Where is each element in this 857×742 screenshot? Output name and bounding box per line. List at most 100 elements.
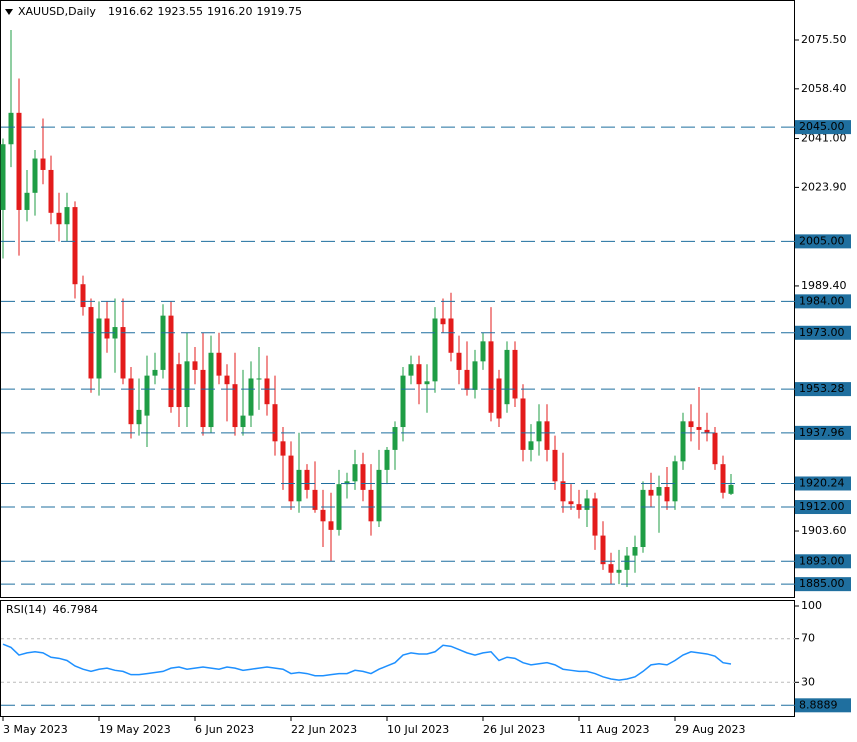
price-level-label: 1920.24 <box>799 476 845 489</box>
price-level-tag <box>795 554 851 569</box>
candle-body <box>640 489 646 548</box>
candle-body <box>448 318 454 353</box>
candle-body <box>512 349 518 399</box>
y-tick-label: 1903.60 <box>801 524 847 537</box>
candle-body <box>728 484 734 494</box>
candle-body <box>400 375 406 428</box>
candle-body <box>152 369 158 376</box>
candle-body <box>464 369 470 390</box>
candle-body <box>600 535 606 565</box>
candle-body <box>216 352 222 376</box>
candle-body <box>392 427 398 450</box>
candle-body <box>232 384 238 428</box>
rsi-value: 46.7984 <box>52 603 98 616</box>
candle-body <box>672 461 678 502</box>
x-tick-label: 19 May 2023 <box>99 723 171 736</box>
price-level-tag <box>795 476 851 491</box>
price-level-label: 2045.00 <box>799 120 845 133</box>
candle-body <box>720 464 726 493</box>
candle-body <box>224 375 230 385</box>
candle-body <box>576 504 582 510</box>
candle-body <box>368 489 374 522</box>
candle-body <box>360 464 366 490</box>
candle-body <box>328 521 334 530</box>
candle-body <box>688 421 694 428</box>
ohlc-value: 1923.55 <box>157 5 203 18</box>
rsi-pane <box>0 600 795 717</box>
candle-body <box>704 429 710 433</box>
candle-body <box>144 375 150 416</box>
candle-body <box>648 489 654 496</box>
price-level-tag <box>795 577 851 592</box>
candle-body <box>176 364 182 408</box>
candle-body <box>608 564 614 573</box>
candle-body <box>168 315 174 408</box>
candle-body <box>384 449 390 470</box>
candle-body <box>264 378 270 405</box>
y-tick-label: 1989.40 <box>801 279 847 292</box>
candle-body <box>120 327 126 379</box>
candle-body <box>48 169 54 213</box>
candle-body <box>192 361 198 370</box>
price-level-tag <box>795 120 851 135</box>
candle-body <box>552 449 558 482</box>
candle-body <box>520 398 526 450</box>
candle-body <box>616 569 622 573</box>
candle-body <box>0 144 6 210</box>
price-level-label: 1912.00 <box>799 500 845 513</box>
candle-body <box>696 427 702 430</box>
candle-body <box>432 318 438 382</box>
candle-body <box>240 415 246 428</box>
candle-body <box>544 421 550 450</box>
candle-body <box>496 378 502 419</box>
main-pane <box>0 0 795 598</box>
candle-body <box>160 315 166 370</box>
x-tick-label: 22 Jun 2023 <box>291 723 357 736</box>
price-level-tag <box>795 294 851 309</box>
y-tick-label: 30 <box>801 675 815 688</box>
price-level-tag <box>795 234 851 249</box>
candle-body <box>280 441 286 456</box>
candle-body <box>528 441 534 450</box>
candle-body <box>664 487 670 502</box>
x-tick-label: 29 Aug 2023 <box>675 723 745 736</box>
rsi-title: RSI(14) <box>6 603 46 616</box>
candle-body <box>584 498 590 510</box>
candle-body <box>424 381 430 385</box>
candle-body <box>336 484 342 530</box>
collapse-icon[interactable] <box>5 9 13 15</box>
candle-body <box>80 284 86 308</box>
candle-body <box>288 455 294 502</box>
ohlc-value: 1916.62 <box>108 5 154 18</box>
x-tick-label: 3 May 2023 <box>3 723 68 736</box>
candle-body <box>104 318 110 339</box>
price-level-label: 1893.00 <box>799 554 845 567</box>
y-tick-label: 70 <box>801 632 815 645</box>
candle-body <box>656 487 662 496</box>
candle-body <box>440 318 446 325</box>
candle-body <box>272 404 278 442</box>
candle-body <box>184 361 190 408</box>
price-level-tag <box>795 425 851 440</box>
candle-body <box>256 378 262 380</box>
price-level-label: 2005.00 <box>799 234 845 247</box>
candle-body <box>416 364 422 385</box>
candle-body <box>136 409 142 425</box>
price-level-label: 1937.96 <box>799 426 845 439</box>
price-level-tag <box>795 325 851 340</box>
candle-body <box>296 469 302 502</box>
candle-body <box>536 421 542 442</box>
candle-body <box>376 469 382 522</box>
candle-body <box>472 361 478 390</box>
price-level-label: 1953.28 <box>799 382 845 395</box>
x-tick-label: 6 Jun 2023 <box>195 723 254 736</box>
candle-body <box>408 364 414 376</box>
candle-body <box>344 481 350 485</box>
y-tick-label: 2041.00 <box>801 132 847 145</box>
candle-body <box>208 352 214 428</box>
ohlc-value: 1919.75 <box>256 5 302 18</box>
price-level-label: 8.8889 <box>799 698 838 711</box>
candle-body <box>560 481 566 502</box>
candle-body <box>632 547 638 556</box>
y-tick-label: 2075.50 <box>801 33 847 46</box>
